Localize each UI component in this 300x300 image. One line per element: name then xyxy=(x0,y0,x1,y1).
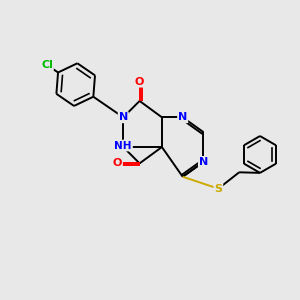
Text: S: S xyxy=(214,184,222,194)
Text: N: N xyxy=(199,157,208,167)
Text: N: N xyxy=(118,112,128,122)
Text: NH: NH xyxy=(115,140,132,151)
Text: Cl: Cl xyxy=(41,60,53,70)
Text: N: N xyxy=(178,112,187,122)
Text: O: O xyxy=(112,158,122,168)
Text: O: O xyxy=(135,76,144,87)
